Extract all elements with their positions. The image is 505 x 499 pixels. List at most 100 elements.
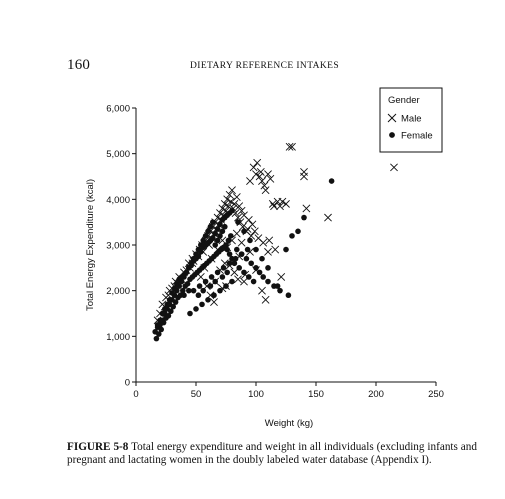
legend-entry-female: Female: [401, 131, 433, 142]
male-data-point: [282, 199, 290, 208]
male-data-point: [285, 142, 294, 151]
male-data-point: [268, 199, 277, 208]
female-data-point: [229, 207, 235, 214]
female-data-point: [186, 287, 192, 294]
female-data-point: [180, 287, 186, 294]
female-data-point: [277, 287, 283, 294]
female-data-point: [260, 274, 267, 280]
male-data-point: [235, 202, 244, 211]
male-data-point: [288, 142, 296, 151]
male-data-point: [225, 261, 234, 270]
female-data-point: [199, 301, 205, 308]
female-data-point: [214, 237, 221, 244]
female-data-point: [243, 255, 250, 262]
male-data-point: [188, 259, 197, 268]
male-data-point: [277, 273, 286, 281]
male-data-point: [208, 222, 217, 231]
female-data-point: [168, 308, 174, 315]
male-data-point: [177, 275, 186, 284]
male-data-point: [253, 158, 262, 167]
male-data-point: [235, 252, 244, 261]
male-data-point: [276, 202, 284, 211]
male-data-point: [266, 174, 275, 183]
y-axis-label: Total Energy Expenditure (kcal): [85, 179, 96, 311]
female-data-point: [170, 303, 176, 310]
female-data-point: [232, 255, 239, 262]
female-data-point: [219, 228, 226, 235]
male-data-point: [213, 213, 222, 222]
x-tick-label: 50: [191, 389, 202, 400]
male-data-point: [218, 236, 227, 245]
y-tick-label: 4,000: [106, 195, 130, 206]
male-data-point: [390, 163, 398, 172]
male-data-point: [222, 206, 230, 215]
page-number: 160: [67, 57, 91, 73]
female-data-point: [193, 306, 199, 312]
male-data-point: [232, 193, 241, 201]
male-data-point: [252, 266, 260, 275]
male-data-point: [202, 282, 211, 291]
female-data-point: [328, 178, 335, 184]
female-data-point: [219, 274, 226, 280]
figure-caption: FIGURE 5-8 Total energy expenditure and …: [67, 441, 477, 467]
female-data-point: [158, 326, 164, 333]
male-data-point: [270, 202, 278, 211]
male-data-point: [216, 209, 224, 217]
female-data-point: [172, 299, 179, 305]
male-data-point: [164, 291, 173, 300]
male-data-point: [210, 229, 218, 238]
male-data-point: [156, 309, 164, 318]
male-data-point: [300, 172, 308, 181]
male-data-point: [244, 215, 253, 224]
figure-caption-text: Total energy expenditure and weight in a…: [67, 441, 477, 467]
female-data-point: [200, 287, 206, 294]
ticks: 0 50 100 150 200 250 0 1,000 2,000 3,000 4,000 5,00…: [106, 104, 444, 401]
x-tick-label: 200: [368, 389, 384, 400]
male-data-point: [225, 190, 234, 199]
male-data-point: [249, 163, 258, 172]
male-data-point: [201, 236, 210, 245]
male-data-point: [220, 259, 229, 268]
female-data-point: [211, 292, 217, 299]
male-data-point: [228, 236, 236, 245]
female-data-point: [226, 251, 233, 257]
legend-entry-male: Male: [401, 114, 422, 125]
female-data-point: [253, 246, 259, 253]
female-data-point: [265, 265, 271, 271]
male-data-point: [174, 279, 182, 288]
female-data-point: [248, 260, 254, 267]
male-data-point: [222, 282, 230, 291]
male-data-point: [226, 197, 235, 206]
dot-marker-icon: [389, 132, 395, 138]
male-data-point: [271, 245, 280, 254]
male-data-point: [258, 177, 266, 185]
male-data-point: [207, 254, 216, 263]
male-data-point: [246, 247, 254, 256]
male-data-point: [241, 270, 250, 279]
female-data-point: [165, 312, 172, 319]
male-data-point: [264, 170, 272, 179]
male-data-point: [223, 243, 232, 252]
male-data-point: [170, 282, 179, 291]
male-data-point: [186, 263, 194, 272]
male-data-point: [217, 215, 226, 224]
male-data-point: [206, 227, 215, 236]
legend: Gender Male Female: [379, 87, 443, 153]
x-tick-label: 0: [133, 389, 138, 400]
male-data-point: [195, 245, 204, 254]
y-tick-label: 6,000: [106, 104, 130, 115]
running-head: DIETARY REFERENCE INTAKES: [190, 61, 340, 71]
male-data-point: [261, 186, 270, 195]
male-data-point: [265, 236, 274, 245]
male-data-point: [218, 284, 227, 293]
y-tick-label: 2,000: [106, 286, 130, 297]
male-data-point: [243, 225, 252, 233]
y-tick-label: 0: [125, 378, 130, 389]
male-data-point: [278, 197, 287, 206]
x-tick-label: 100: [248, 389, 264, 400]
male-data-point: [160, 302, 169, 311]
x-tick-label: 250: [428, 389, 444, 400]
male-data-point: [236, 218, 245, 227]
female-data-point: [295, 228, 301, 235]
male-data-point: [212, 225, 221, 233]
